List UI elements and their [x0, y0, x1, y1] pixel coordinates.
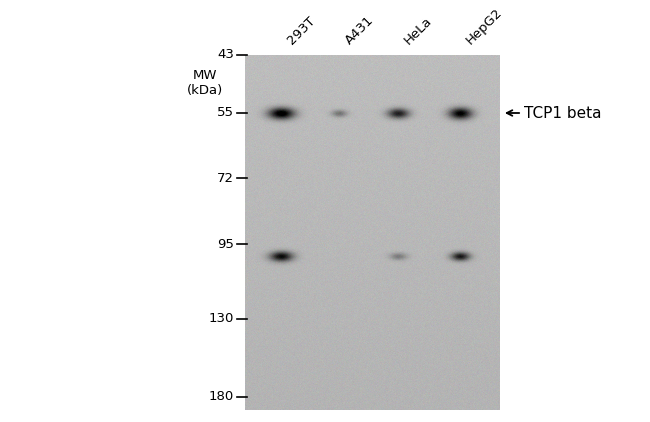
- Text: TCP1 beta: TCP1 beta: [524, 106, 601, 121]
- Text: 180: 180: [209, 390, 234, 403]
- Text: 55: 55: [217, 106, 234, 119]
- Text: 293T: 293T: [285, 14, 318, 47]
- Bar: [245, 55, 500, 410]
- Text: MW
(kDa): MW (kDa): [187, 69, 223, 97]
- Text: HeLa: HeLa: [402, 14, 435, 47]
- Text: HepG2: HepG2: [464, 6, 505, 47]
- Text: 95: 95: [217, 238, 234, 251]
- Text: A431: A431: [343, 14, 376, 47]
- Text: 130: 130: [209, 313, 234, 325]
- Text: 72: 72: [217, 171, 234, 184]
- Text: 43: 43: [217, 49, 234, 62]
